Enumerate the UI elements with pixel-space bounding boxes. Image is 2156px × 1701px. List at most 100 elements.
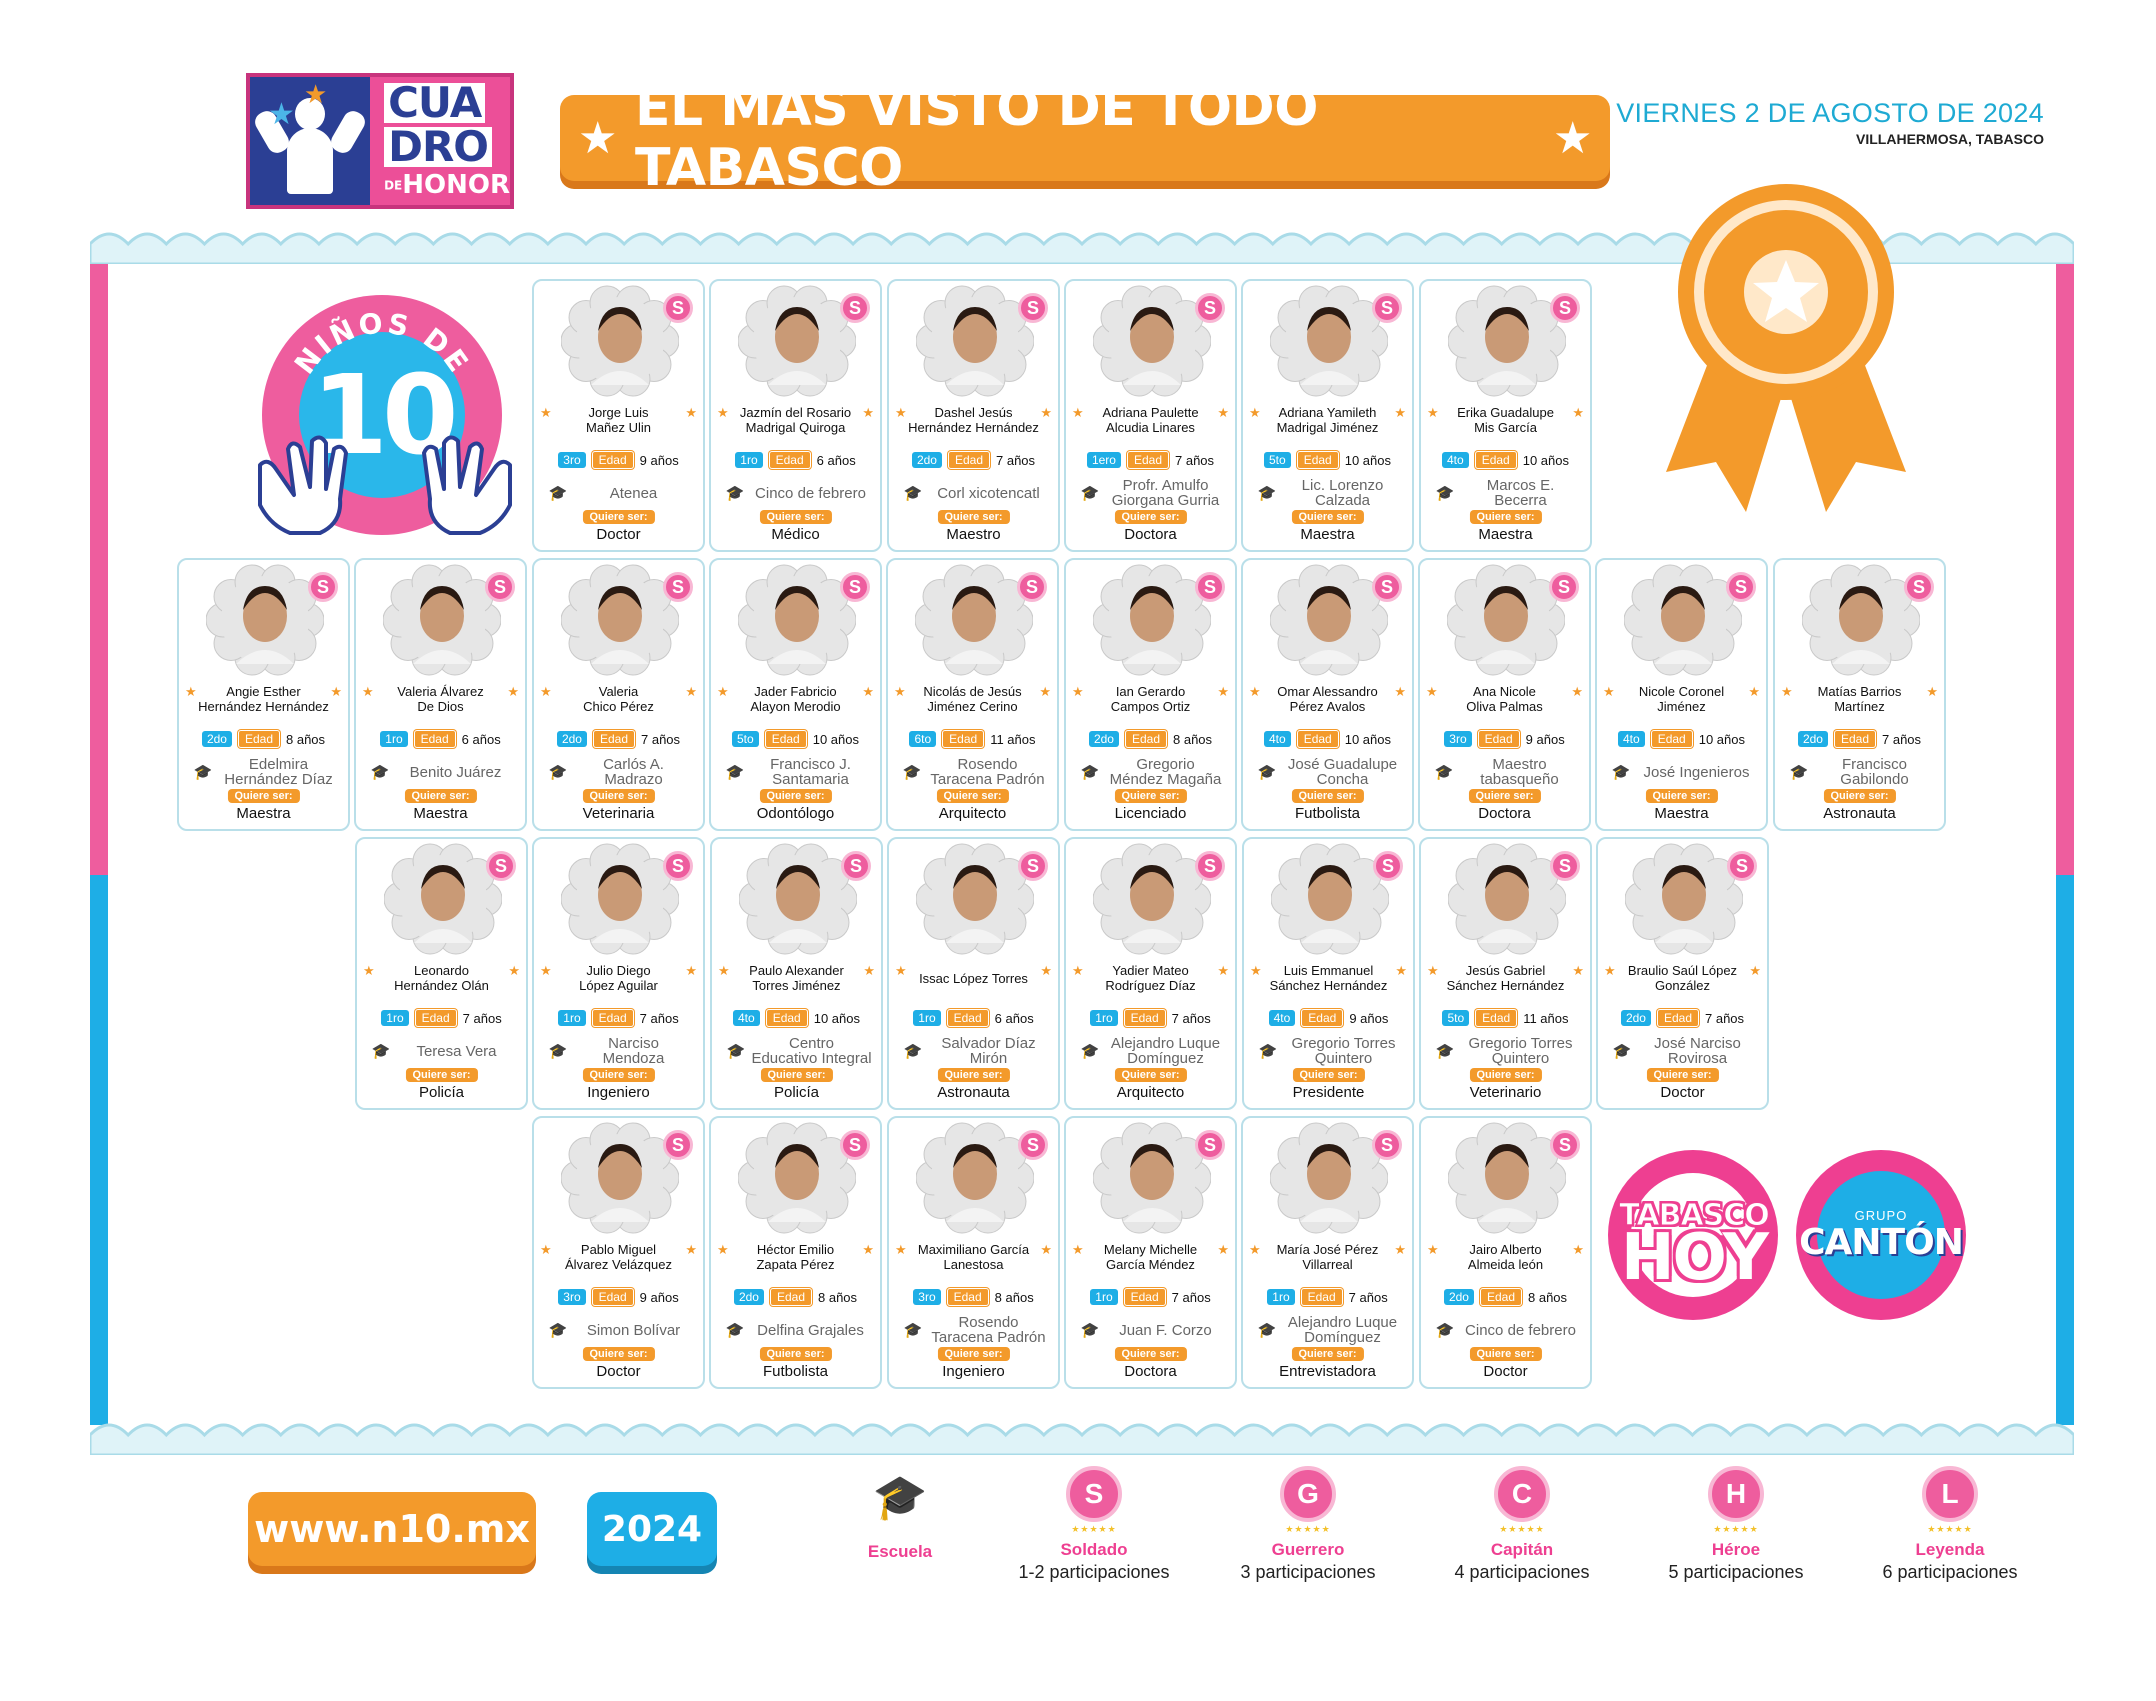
wants-to-be-label: Quiere ser: [582,510,655,524]
student-name: Jesús Gabriel Sánchez Hernández [1446,963,1565,993]
star-icon: ★ [1040,963,1052,978]
age-label: Edad [237,730,280,748]
age-label: Edad [1833,730,1876,748]
star-icon: ★ [540,1242,552,1257]
age-label: Edad [1474,451,1517,469]
star-icon: ★ [1781,684,1793,699]
graduation-cap-icon: 🎓 [548,764,568,781]
graduation-cap-icon: 🎓 [548,1043,568,1060]
student-photo [561,285,679,397]
desired-profession: Doctor [1483,1363,1528,1380]
star-icon: ★ [1072,1242,1084,1257]
student-name: Héctor Emilio Zapata Pérez [756,1242,835,1272]
desired-profession: Maestra [236,805,291,822]
star-icon: ★ [363,963,375,978]
school-name: Teresa Vera [416,1042,497,1060]
grade-badge: 3ro [1444,731,1472,747]
rank-badge-icon: S [486,851,516,881]
student-photo [384,843,502,955]
student-name: Nicolás de Jesús Jiménez Cerino [923,684,1022,714]
star-icon: ★ [1749,963,1761,978]
logo-text-dro: DRO [384,125,492,167]
wants-to-be-label: Quiere ser: [1469,510,1542,524]
school-name: Francisco J. Santamaria [770,756,851,788]
graduation-cap-icon: 🎓 [725,485,745,502]
graduation-cap-icon: 🎓 [872,1473,928,1522]
student-name: Jairo Alberto Almeida león [1467,1242,1544,1272]
star-icon: ★ [1040,1242,1052,1257]
graduation-cap-icon: 🎓 [1080,1043,1100,1060]
student-card: S ★ ★ Jader Fabricio Alayon Merodio 5to … [709,558,882,831]
wants-to-be-label: Quiere ser: [1292,1068,1365,1082]
age-label: Edad [764,730,807,748]
student-card: S ★ ★ Valeria Chico Pérez 2do Edad 7 año… [532,558,705,831]
grade-badge: 2do [556,731,587,747]
age-label: Edad [1126,451,1169,469]
school-name: José Narciso Rovirosa [1654,1035,1741,1067]
star-icon: ★ [1426,684,1438,699]
desired-profession: Doctor [1660,1084,1705,1101]
age-value: 9 años [639,452,679,468]
grade-badge: 2do [1443,1289,1474,1305]
svg-text:NIÑOS DE: NIÑOS DE [288,306,476,380]
graduation-cap-icon: 🎓 [1080,1322,1100,1339]
age-label: Edad [1650,730,1693,748]
legend-rank-label: Leyenda [1915,1540,1985,1559]
student-name: Issac López Torres [919,970,1028,986]
student-photo [916,843,1034,955]
school-name: Salvador Díaz Mirón [941,1035,1036,1067]
rank-badge-icon: S [1372,293,1402,323]
student-photo [916,1122,1034,1234]
website-link[interactable]: www.n10.mx [248,1492,536,1566]
student-name: Jazmín del Rosario Madrigal Quiroga [739,405,852,435]
tabasco-hoy-logo: TABASCO HOY [1608,1150,1778,1320]
title-banner: ★ EL MÁS VISTO DE TODO TABASCO ★ [560,78,1610,198]
star-icon: ★ [1748,684,1760,699]
star-icon: ★ [1572,1242,1584,1257]
rank-badge-icon: S [308,572,338,602]
school-name: Maestro tabasqueño [1480,756,1559,788]
legend-rank-label: Capitán [1490,1540,1554,1559]
school-name: Atenea [609,484,658,502]
rank-badge-icon: L [1922,1466,1978,1522]
desired-profession: Futbolista [1294,805,1361,822]
grade-badge: 5to [1264,452,1291,468]
student-card: S ★ ★ Dashel Jesús Hernández Hernández 2… [887,279,1060,552]
grade-badge: 1ro [380,731,408,747]
grade-badge: 1ero [1086,452,1121,468]
student-photo [1270,1122,1388,1234]
student-photo [1447,564,1565,676]
wants-to-be-label: Quiere ser: [404,789,477,803]
student-photo [561,1122,679,1234]
wants-to-be-label: Quiere ser: [1114,789,1187,803]
student-name: Matías Barrios Martínez [1817,684,1902,714]
rank-badge-icon: S [1372,572,1402,602]
brand-hoy-line1: TABASCO [1619,1198,1771,1234]
student-name: Jader Fabricio Alayon Merodio [750,684,841,714]
school-name: Simon Bolívar [586,1321,681,1339]
desired-profession: Arquitecto [1116,1084,1185,1101]
student-photo [915,564,1033,676]
age-value: 8 años [286,731,326,747]
legend-item: G ★★★★★ Guerrero 3 participaciones [1228,1466,1388,1583]
age-label: Edad [591,1009,634,1027]
student-photo [1625,843,1743,955]
school-name: Edelmira Hernández Díaz [224,756,333,788]
brand-canton-line2: CANTÓN [1799,1222,1964,1263]
grade-badge: 5to [732,731,759,747]
age-label: Edad [946,1009,989,1027]
age-value: 7 años [1175,452,1215,468]
school-name: Narciso Mendoza [602,1035,665,1067]
student-name: Erika Guadalupe Mis García [1457,405,1554,435]
school-name: Profr. Amulfo Giorgana Gurria [1111,477,1220,509]
rank-stars-icon: ★★★★★ [1927,1524,1973,1534]
student-card: S ★ ★ Adriana Paulette Alcudia Linares 1… [1064,279,1237,552]
age-label: Edad [591,451,634,469]
year-badge: 2024 [587,1492,717,1566]
wants-to-be-label: Quiere ser: [582,1347,655,1361]
student-name: Braulio Saúl López González [1627,963,1738,993]
star-icon: ★ [863,963,875,978]
wants-to-be-label: Quiere ser: [582,1068,655,1082]
student-photo [561,843,679,955]
star-icon: ★ [1072,684,1084,699]
